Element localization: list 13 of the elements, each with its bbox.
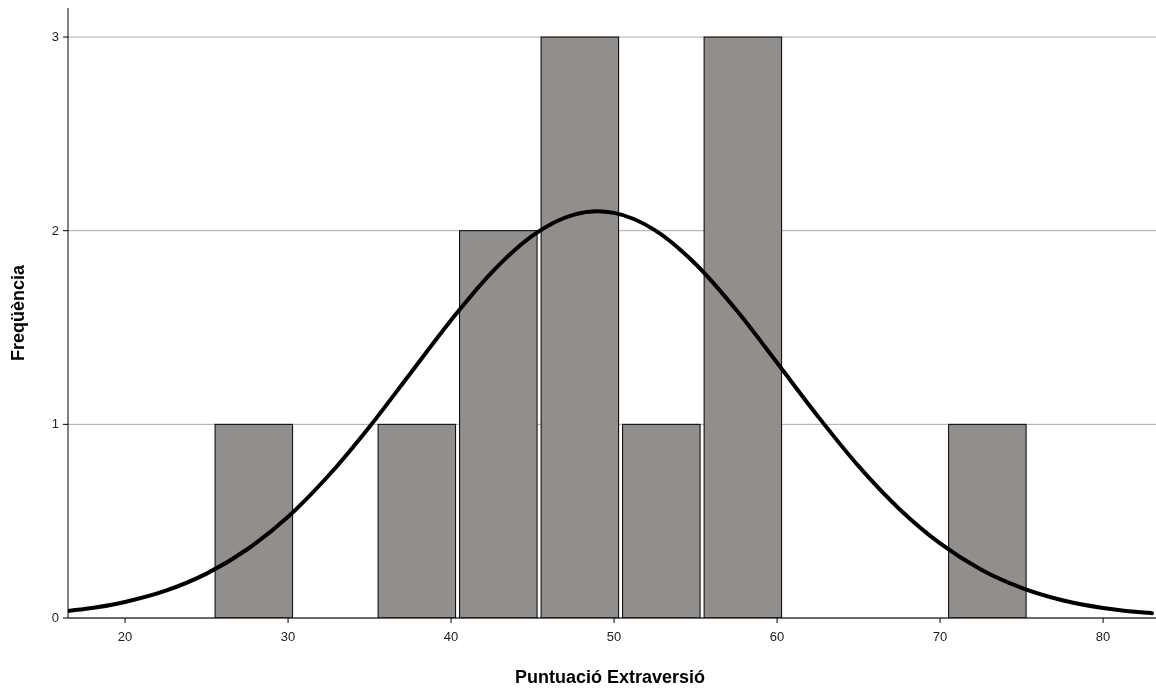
x-tick-label: 20	[117, 629, 133, 644]
x-tick-label: 80	[1095, 629, 1111, 644]
y-tick-label: 1	[51, 416, 59, 432]
x-tick-label: 40	[443, 629, 459, 644]
x-axis-title: Puntuació Extraversió	[514, 667, 706, 687]
y-tick-label: 3	[51, 29, 59, 45]
x-tick-label: 30	[280, 629, 296, 644]
y-axis-title: Freqüència	[8, 264, 28, 362]
x-tick-label: 60	[769, 629, 785, 644]
y-tick-label: 0	[51, 610, 59, 625]
x-tick-label: 70	[932, 629, 948, 644]
x-tick-label: 50	[606, 629, 622, 644]
y-tick-label: 2	[51, 222, 59, 238]
